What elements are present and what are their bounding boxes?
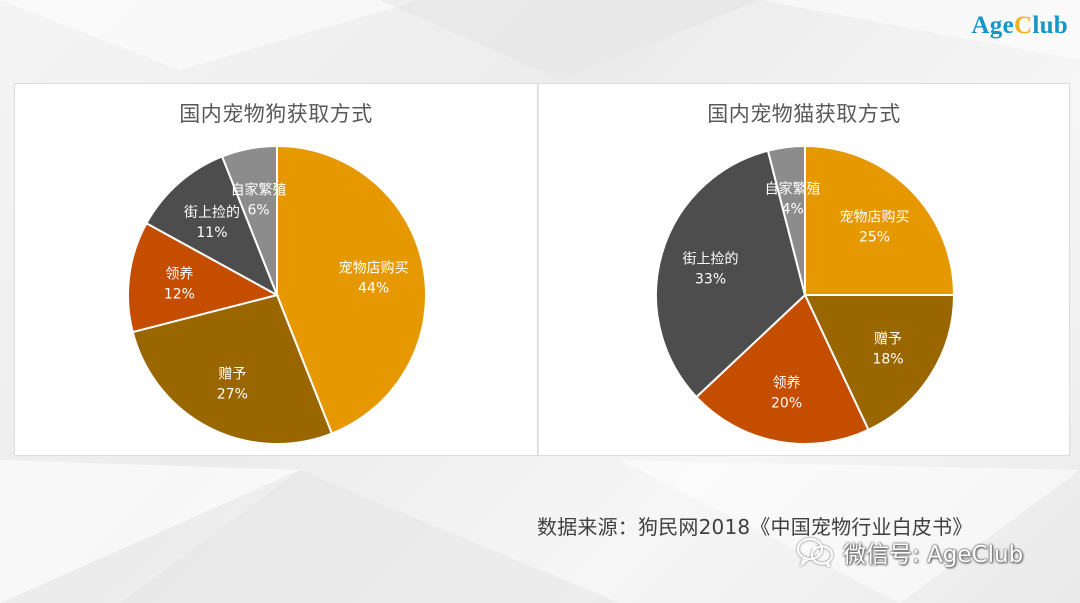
slice-value-1-1: 18% [872,352,903,368]
slice-label-1-0: 宠物店购买 [840,209,910,225]
slice-value-0-2: 12% [164,287,195,303]
slice-value-0-0: 44% [358,281,389,297]
wechat-watermark: 微信号: AgeClub [795,535,1023,569]
cat-chart-title: 国内宠物猫获取方式 [707,102,901,126]
source-note: 数据来源：狗民网2018《中国宠物行业白皮书》 [537,515,973,539]
slice-value-0-3: 11% [196,225,227,241]
pie-slice-1-1 [803,294,956,432]
dog-chart-panel: 国内宠物狗获取方式 宠物店购买 44% 赠予 27% 领养 12% 街上捡的 11% 自家繁殖 6… [14,83,538,456]
pie-slice-0-0 [276,144,427,435]
ageclub-logo: AgeClub [971,12,1068,39]
slice-label-0-2: 领养 [165,267,193,283]
slice-label-0-3: 街上捡的 [184,204,240,221]
cat-pie-chart: 宠物店购买 25% 赠予 18% 领养 20% 街上捡的 33% 自家繁殖 4% [655,144,956,445]
pie-slice-1-2 [694,293,870,445]
pie-slice-1-3 [655,149,807,399]
dog-pie-chart: 宠物店购买 44% 赠予 27% 领养 12% 街上捡的 11% 自家繁殖 6% [127,144,427,445]
dog-chart-title: 国内宠物狗获取方式 [179,102,373,126]
cat-chart-panel: 国内宠物猫获取方式 宠物店购买 25% 赠予 18% 领养 20% 街上捡的 33% 自家繁殖 4… [538,83,1070,456]
slice-label-1-4: 自家繁殖 [765,180,821,197]
pie-slice-0-2 [127,221,280,334]
slice-value-1-3: 33% [695,272,726,288]
wechat-id-text: 微信号: AgeClub [843,542,1024,568]
slice-value-1-4: 4% [782,201,804,217]
slice-value-1-2: 20% [771,396,802,412]
slice-label-1-1: 赠予 [874,332,902,348]
slice-label-1-2: 领养 [773,376,801,392]
pie-slice-0-1 [131,293,334,445]
pie-slice-0-4 [220,144,278,296]
wechat-icon [796,537,834,568]
slice-label-0-1: 赠予 [218,367,246,383]
pie-slice-1-4 [766,144,806,296]
pie-slice-0-3 [145,155,279,298]
slice-label-1-3: 街上捡的 [683,251,739,268]
slice-value-0-4: 6% [247,202,269,218]
slice-label-0-0: 宠物店购买 [339,261,409,277]
pie-slice-1-0 [804,144,956,296]
slice-value-0-1: 27% [217,387,248,403]
slice-label-0-4: 自家繁殖 [231,181,287,198]
slice-value-1-0: 25% [859,229,890,245]
